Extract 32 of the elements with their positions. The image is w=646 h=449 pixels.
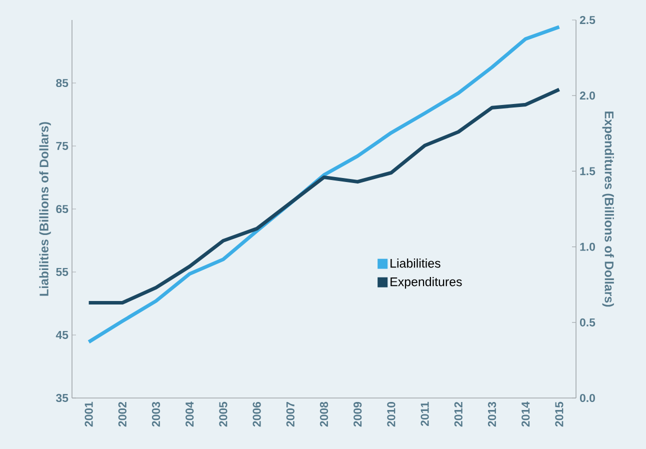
- y-tick-label: 55: [56, 268, 68, 276]
- x-tick-label: 2013: [488, 402, 496, 427]
- x-tick-label: 2015: [555, 402, 564, 427]
- y2-tick-label: 0.0: [580, 394, 595, 402]
- y-axis-title: Liabilities (Billions of Dollars): [39, 122, 51, 296]
- y2-axis-title: Expenditures (Billions of Dollars): [602, 112, 614, 307]
- legend-label: Expenditures: [390, 277, 462, 289]
- y2-tick-label: 2.5: [580, 16, 596, 24]
- y-tick-label: 65: [56, 204, 68, 214]
- y2-tick-label: 1.0: [580, 242, 595, 251]
- x-tick-label: 2007: [286, 402, 294, 427]
- y-tick-label: 85: [56, 78, 68, 88]
- x-tick-label: 2001: [84, 402, 93, 427]
- x-tick-label: 2002: [118, 402, 126, 427]
- x-tick-label: 2006: [252, 402, 261, 427]
- line-series: [87, 88, 561, 305]
- x-tick-label: 2009: [354, 402, 362, 427]
- x-tick-label: 2008: [320, 402, 328, 427]
- x-tick-label: 2003: [152, 402, 160, 427]
- x-tick-label: 2005: [219, 402, 228, 427]
- x-tick-label: 2014: [522, 402, 530, 427]
- y-tick-label: 45: [56, 331, 68, 339]
- y2-tick-label: 2.0: [580, 92, 595, 100]
- y2-tick-label: 0.5: [580, 318, 596, 326]
- x-tick-label: 2004: [186, 402, 194, 427]
- x-tick-label: 2011: [420, 402, 429, 426]
- y2-tick-label: 1.5: [580, 167, 596, 176]
- x-tick-label: 2010: [387, 402, 396, 427]
- x-tick-label: 2012: [454, 402, 462, 427]
- legend-label: Liabilities: [390, 258, 440, 268]
- y-tick-label: 35: [56, 394, 68, 402]
- y-tick-label: 75: [56, 142, 68, 150]
